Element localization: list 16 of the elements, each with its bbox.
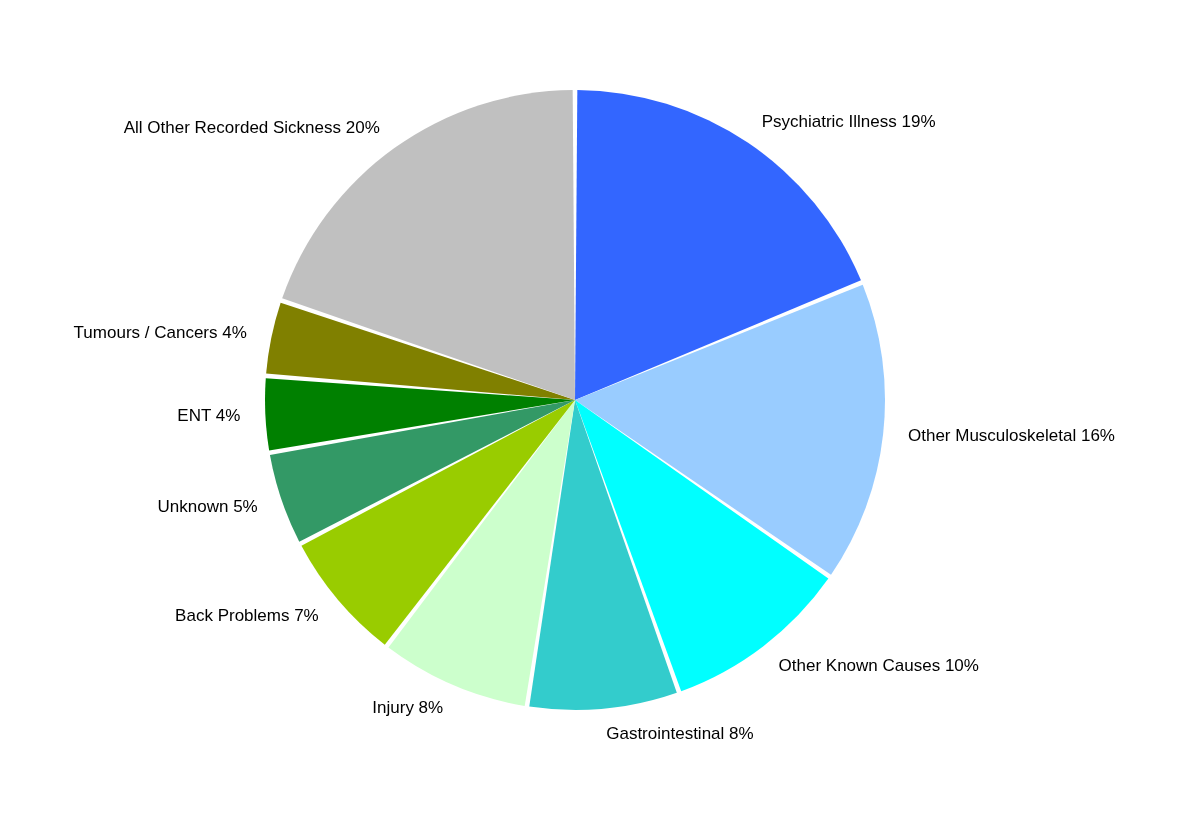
pie-slice	[265, 378, 575, 451]
pie-slice	[529, 400, 677, 710]
slice-label: Tumours / Cancers 4%	[73, 322, 247, 342]
slice-label: Gastrointestinal 8%	[606, 723, 754, 743]
slice-label: Other Known Causes 10%	[778, 656, 979, 676]
slice-label: All Other Recorded Sickness 20%	[123, 117, 380, 137]
pie-slice	[575, 400, 829, 692]
pie-slice	[269, 400, 575, 542]
slice-label: Other Musculoskeletal 16%	[908, 426, 1115, 446]
pie-slice	[266, 302, 575, 400]
slice-label: Back Problems 7%	[175, 605, 319, 625]
slice-label: Psychiatric Illness 19%	[761, 111, 936, 131]
slice-label: ENT 4%	[177, 405, 241, 425]
pie-slice	[575, 284, 885, 575]
slice-label: Injury 8%	[372, 697, 444, 717]
slice-label: Unknown 5%	[157, 497, 258, 517]
